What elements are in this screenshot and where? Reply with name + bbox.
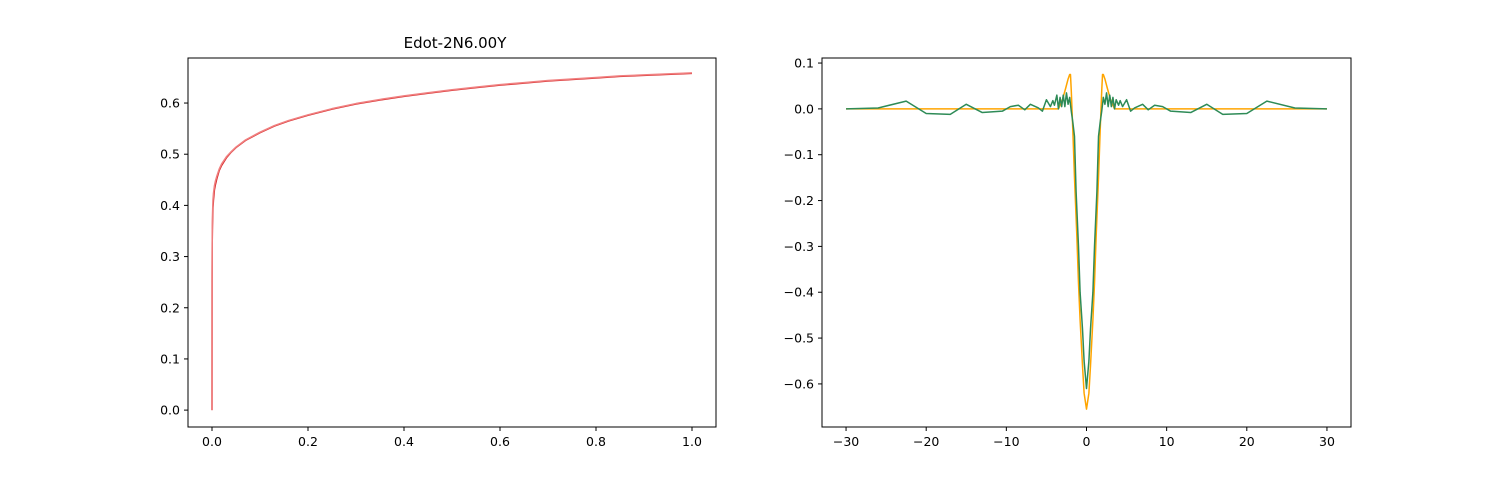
left-x-tick-label: 1.0 [682,434,702,449]
right-y-tick-label: −0.4 [784,285,814,300]
left-x-tick-label: 0.4 [394,434,414,449]
left-y-tick-label: 0.5 [160,147,180,162]
left-y-tick-label: 0.2 [160,300,180,315]
left-chart-title: Edot-2N6.00Y [404,34,508,52]
right-axes-frame [821,57,1352,428]
right-x-axis: −30 −20 −10 0 10 20 30 [833,427,1335,449]
right-series-line-1 [846,92,1327,390]
left-x-tick-label: 0.8 [586,434,606,449]
left-chart: Edot-2N6.00Y 0.0 0.2 0.4 0.6 0.8 1.0 0.00.10.… [160,34,717,449]
left-series-line-1 [211,72,693,411]
left-y-tick-label: 0.0 [160,403,180,418]
left-axes-frame [187,57,717,428]
left-y-tick-label: 0.6 [160,96,180,111]
right-x-tick-label: −30 [833,434,859,449]
right-series-line-0 [846,73,1327,410]
left-x-tick-label: 0.6 [490,434,510,449]
right-plot-area [846,73,1327,410]
right-y-tick-label: −0.6 [784,376,814,391]
right-y-tick-label: −0.3 [784,239,814,254]
left-y-tick-label: 0.1 [160,351,180,366]
right-y-tick-label: −0.1 [784,147,814,162]
right-x-tick-label: 30 [1319,434,1335,449]
left-x-tick-label: 0.0 [202,434,222,449]
left-x-tick-label: 0.2 [298,434,318,449]
right-y-tick-label: −0.2 [784,193,814,208]
right-x-tick-label: −10 [993,434,1019,449]
right-y-tick-label: 0.0 [794,101,814,116]
right-chart: −30 −20 −10 0 10 20 30 0.1 0.0 −0.1 −0.2 −0.3 −0.4 −… [784,56,1352,449]
left-x-axis: 0.0 0.2 0.4 0.6 0.8 1.0 [202,427,702,449]
right-x-tick-label: 20 [1239,434,1255,449]
right-x-tick-label: −20 [913,434,939,449]
right-y-tick-label: −0.5 [784,331,814,346]
left-y-axis: 0.0 0.1 0.2 0.3 0.4 0.5 0.6 [160,96,188,418]
left-y-tick-label: 0.3 [160,249,180,264]
right-x-tick-label: 10 [1159,434,1175,449]
right-y-tick-label: 0.1 [794,56,814,71]
left-plot-area [211,72,693,411]
right-y-axis: 0.1 0.0 −0.1 −0.2 −0.3 −0.4 −0.5 −0.6 [784,56,822,391]
left-y-tick-label: 0.4 [160,198,180,213]
right-x-tick-label: 0 [1083,434,1091,449]
